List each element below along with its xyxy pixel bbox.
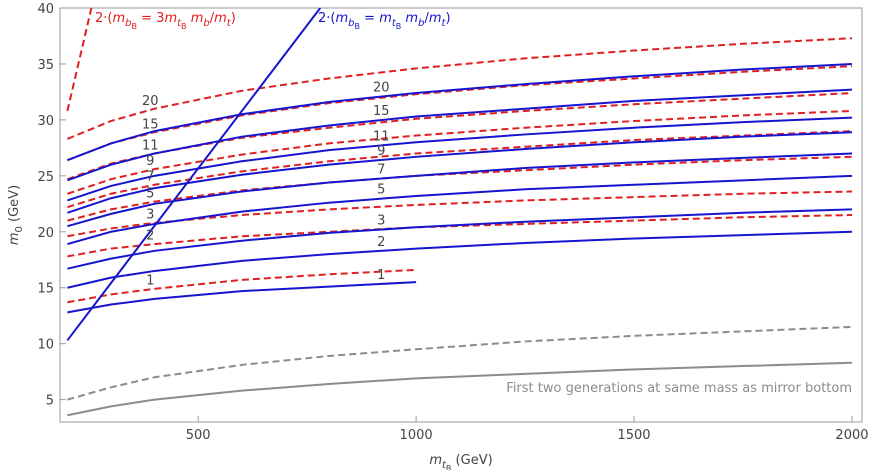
series-label: 3 xyxy=(146,207,154,222)
series-label: 7 xyxy=(377,163,385,178)
series-line xyxy=(67,62,853,162)
y-tick-label: 10 xyxy=(37,338,54,353)
text-part: m xyxy=(405,11,418,26)
series-line xyxy=(67,88,853,182)
series-label: 15 xyxy=(373,104,390,119)
series-line xyxy=(67,214,852,258)
series-label: 2 xyxy=(377,235,385,250)
text-part: t xyxy=(177,18,182,29)
series-label: 15 xyxy=(142,117,159,132)
text-part: m xyxy=(429,453,442,468)
y-tick-label: 25 xyxy=(37,170,54,185)
text-part: b xyxy=(348,18,354,29)
series-line xyxy=(66,8,93,112)
series-line xyxy=(67,130,853,209)
text-part: m xyxy=(335,11,348,26)
series-line xyxy=(67,174,853,246)
text-part: t xyxy=(442,460,447,470)
series-line xyxy=(66,8,322,341)
text-part: = 3 xyxy=(137,11,164,26)
text-part: ) xyxy=(231,11,236,26)
series-label: 9 xyxy=(377,144,385,159)
x-axis-label: mtB (GeV) xyxy=(429,453,492,470)
series-label: 5 xyxy=(377,183,385,198)
series-label: 11 xyxy=(142,138,159,153)
annotation: 2·(mbB = mtB mb/mt) xyxy=(318,11,451,31)
series-label: 1 xyxy=(146,273,154,288)
y-axis-label: m0 (GeV) xyxy=(7,185,25,245)
series-line xyxy=(67,190,852,238)
text-part: m xyxy=(164,11,177,26)
text-part: t xyxy=(227,18,232,29)
series-line xyxy=(67,281,417,314)
text-part: B xyxy=(132,22,138,31)
text-part: b xyxy=(418,18,424,29)
text-part: m xyxy=(7,232,22,245)
series-line xyxy=(67,116,853,202)
series-line xyxy=(67,131,853,214)
text-part: b xyxy=(203,18,209,29)
annotation: 2·(mbB = 3mtB mb/mt) xyxy=(95,11,236,31)
y-tick-label: 15 xyxy=(37,282,54,297)
series-line xyxy=(67,152,853,228)
text-part: m xyxy=(191,11,204,26)
text-part: / xyxy=(424,11,429,26)
series-label: 1 xyxy=(377,268,385,283)
text-part: ) xyxy=(445,11,450,26)
series-label: 7 xyxy=(146,170,154,185)
x-tick-label: 500 xyxy=(186,428,211,443)
y-tick-label: 20 xyxy=(37,226,54,241)
series-line xyxy=(67,325,853,401)
series-label: 20 xyxy=(373,81,390,96)
plot-frame xyxy=(59,7,863,423)
y-tick-label: 35 xyxy=(37,58,54,73)
series-line xyxy=(67,109,853,195)
series-label: 5 xyxy=(146,186,154,201)
series-label: 2 xyxy=(146,229,154,244)
series-label: 9 xyxy=(146,154,154,169)
series-label: 3 xyxy=(377,214,385,229)
text-part: t xyxy=(392,18,397,29)
series-line xyxy=(67,361,853,417)
series-line xyxy=(67,268,417,304)
text-part: B xyxy=(181,22,187,31)
text-part: t xyxy=(442,18,447,29)
annotation: First two generations at same mass as mi… xyxy=(506,381,852,396)
y-tick-label: 30 xyxy=(37,114,54,129)
text-part: m xyxy=(112,11,125,26)
text-part: 0 xyxy=(14,226,25,232)
text-part: / xyxy=(210,11,215,26)
plot-lines xyxy=(66,8,853,417)
text-part: (GeV) xyxy=(451,453,492,468)
text-part: B xyxy=(446,464,452,470)
text-part: First two generations at same mass as mi… xyxy=(506,381,852,396)
text-part: = xyxy=(360,11,379,26)
y-tick-label: 5 xyxy=(46,394,54,409)
text-part: m xyxy=(379,11,392,26)
text-part: m xyxy=(214,11,227,26)
series-line xyxy=(67,230,853,289)
text-part: b xyxy=(125,18,131,29)
x-tick-label: 1000 xyxy=(400,428,433,443)
text-part: B xyxy=(355,22,361,31)
series-line xyxy=(67,37,853,140)
series-line xyxy=(67,155,853,222)
text-part: 2·( xyxy=(95,11,112,26)
text-part: m xyxy=(429,11,442,26)
text-part: (GeV) xyxy=(7,185,22,226)
x-tick-label: 1500 xyxy=(617,428,650,443)
text-part: 2·( xyxy=(318,11,335,26)
y-tick-label: 40 xyxy=(37,2,54,17)
x-tick-label: 2000 xyxy=(835,428,868,443)
series-label: 11 xyxy=(373,129,390,144)
series-line xyxy=(67,208,853,270)
text-part: B xyxy=(396,22,402,31)
series-label: 20 xyxy=(142,94,159,109)
